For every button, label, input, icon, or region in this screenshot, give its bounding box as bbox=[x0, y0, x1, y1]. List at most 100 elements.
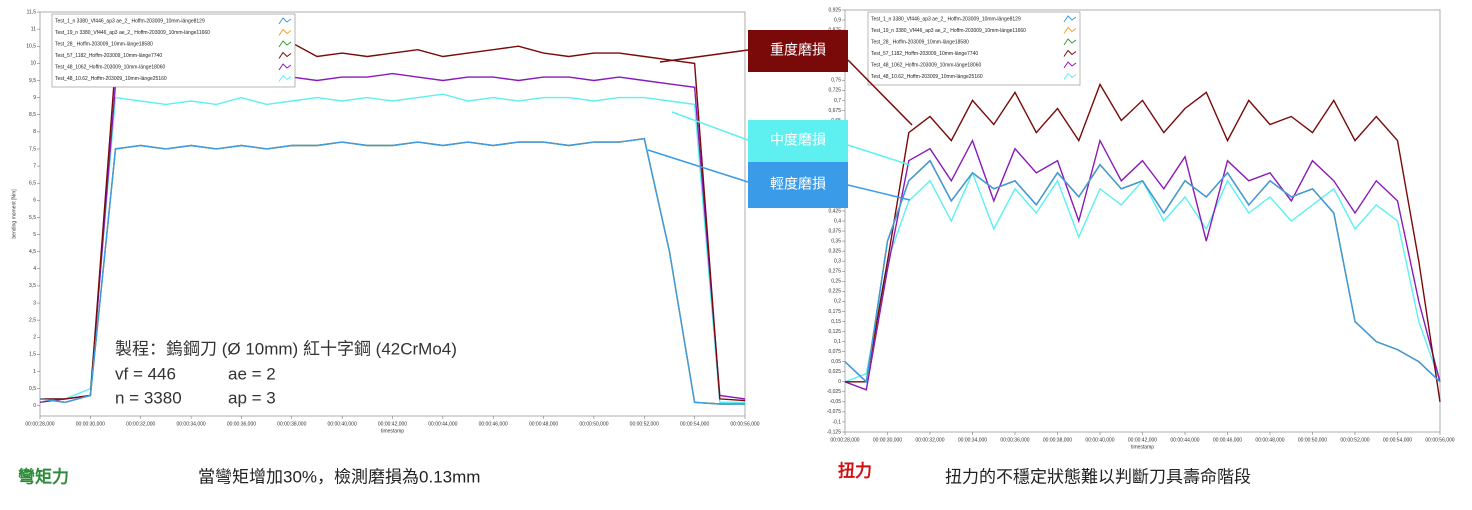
y-tick-label: 0,7 bbox=[834, 98, 841, 104]
x-tick-label: 00:00:36,000 bbox=[1000, 437, 1029, 443]
y-tick-label: 0,375 bbox=[828, 228, 841, 234]
process-text: ae = 2 bbox=[228, 364, 276, 383]
y-tick-label: 0,075 bbox=[828, 349, 841, 355]
legend-swatch bbox=[278, 28, 292, 36]
y-tick-label: 0,425 bbox=[828, 208, 841, 214]
legend-label: Test_48_10.62_Hoffm-203009_10mm-länge251… bbox=[55, 76, 167, 82]
y-tick-label: 0,35 bbox=[831, 238, 841, 244]
process-text: n = 3380 bbox=[115, 388, 182, 407]
x-tick-label: 00:00:52,000 bbox=[630, 421, 659, 427]
x-tick-label: 00:00:34,000 bbox=[958, 437, 987, 443]
y-tick-label: 0,2 bbox=[834, 299, 841, 305]
legend-label: Test_48_1062_Hoffm-203009_10mm-länge1806… bbox=[55, 64, 165, 70]
y-axis-label: bending moment [Nm] bbox=[11, 189, 17, 239]
x-tick-label: 00:00:52,000 bbox=[1340, 437, 1369, 443]
y-tick-label: 8 bbox=[33, 129, 36, 135]
legend-swatch bbox=[278, 51, 292, 59]
callout-box bbox=[748, 120, 848, 162]
y-tick-label: 9 bbox=[33, 95, 36, 101]
y-tick-label: 1,5 bbox=[29, 352, 36, 358]
y-tick-label: 0,175 bbox=[828, 309, 841, 315]
legend bbox=[51, 13, 296, 88]
series-line bbox=[39, 137, 745, 405]
x-tick-label: 00:00:42,000 bbox=[1128, 437, 1157, 443]
legend-label: Test_28_ Hoffm-203009_10mm-länge18580 bbox=[871, 39, 969, 45]
x-tick-label: 00:00:38,000 bbox=[1043, 437, 1072, 443]
process-text: vf = 446 bbox=[115, 364, 176, 383]
connector bbox=[847, 59, 913, 126]
y-tick-label: 0,15 bbox=[831, 319, 841, 325]
legend-swatch bbox=[1063, 26, 1077, 34]
connector bbox=[671, 111, 749, 141]
x-tick-label: 00:00:30,000 bbox=[76, 421, 105, 427]
x-tick-label: 00:00:40,000 bbox=[1085, 437, 1114, 443]
y-tick-label: 0,925 bbox=[828, 7, 841, 13]
legend-label: Test_57_1182_Hoffm-203009_10mm-länge7740 bbox=[871, 51, 978, 57]
y-tick-label: 0,9 bbox=[834, 17, 841, 23]
y-tick-label: -0,025 bbox=[827, 389, 841, 395]
connector bbox=[847, 184, 911, 201]
x-tick-label: 00:00:36,000 bbox=[227, 421, 256, 427]
y-tick-label: 6 bbox=[33, 198, 36, 204]
y-tick-label: 11 bbox=[31, 26, 36, 32]
x-tick-label: 00:00:50,000 bbox=[1298, 437, 1327, 443]
y-tick-label: 0,5 bbox=[29, 386, 36, 392]
y-tick-label: 5,5 bbox=[29, 215, 36, 221]
x-tick-label: 00:00:28,000 bbox=[25, 421, 54, 427]
y-tick-label: 10,5 bbox=[26, 44, 36, 50]
x-tick-label: 00:00:32,000 bbox=[915, 437, 944, 443]
x-tick-label: 00:00:46,000 bbox=[479, 421, 508, 427]
legend-swatch bbox=[278, 74, 292, 82]
y-tick-label: -0,075 bbox=[827, 409, 841, 415]
y-tick-label: 8,5 bbox=[29, 112, 36, 118]
legend bbox=[867, 11, 1081, 86]
y-tick-label: 0,1 bbox=[834, 339, 841, 345]
y-tick-label: 0 bbox=[33, 403, 36, 409]
x-tick-label: 00:00:34,000 bbox=[176, 421, 205, 427]
legend-swatch bbox=[1063, 72, 1077, 80]
legend-label: Test_1_n 3380_Vf446_ap3 ae_2_ Hoffm-2030… bbox=[871, 16, 1021, 22]
legend-swatch bbox=[278, 17, 292, 25]
y-tick-label: 7 bbox=[33, 163, 36, 169]
y-tick-label: 3,5 bbox=[29, 283, 36, 289]
series-line bbox=[844, 159, 1441, 384]
legend-label: Test_1_n 3380_Vf446_ap3 ae_2_ Hoffm-2030… bbox=[55, 18, 205, 24]
connector bbox=[659, 49, 749, 63]
caption-text: 扭力的不穩定狀態難以判斷刀具壽命階段 bbox=[945, 467, 1251, 486]
x-axis-label: timestamp bbox=[381, 428, 404, 434]
x-tick-label: 00:00:48,000 bbox=[1255, 437, 1284, 443]
legend-swatch bbox=[278, 40, 292, 48]
y-tick-label: 6,5 bbox=[29, 181, 36, 187]
y-tick-label: 1 bbox=[33, 369, 36, 375]
y-tick-label: 0,325 bbox=[828, 248, 841, 254]
x-tick-label: 00:00:44,000 bbox=[1170, 437, 1199, 443]
y-tick-label: 0,275 bbox=[828, 269, 841, 275]
y-tick-label: 2 bbox=[33, 335, 36, 341]
y-tick-label: -0,125 bbox=[827, 429, 841, 435]
series-line bbox=[845, 82, 1441, 403]
x-tick-label: 00:00:56,000 bbox=[1425, 437, 1454, 443]
callout: 輕度磨損 bbox=[770, 176, 826, 192]
callout: 重度磨損 bbox=[770, 42, 826, 58]
series-line bbox=[40, 93, 745, 403]
y-tick-label: 4 bbox=[33, 266, 36, 272]
y-tick-label: 0,3 bbox=[834, 259, 841, 265]
x-tick-label: 00:00:44,000 bbox=[428, 421, 457, 427]
caption-label: 彎矩力 bbox=[18, 466, 69, 486]
connector bbox=[847, 144, 911, 166]
x-tick-label: 00:00:50,000 bbox=[579, 421, 608, 427]
x-tick-label: 00:00:54,000 bbox=[680, 421, 709, 427]
y-tick-label: 0,725 bbox=[828, 88, 841, 94]
y-tick-label: 0,25 bbox=[831, 279, 841, 285]
x-tick-label: 00:00:42,000 bbox=[378, 421, 407, 427]
y-tick-label: 0,225 bbox=[828, 289, 841, 295]
legend-label: Test_48_1062_Hoffm-203009_10mm-länge1806… bbox=[871, 62, 981, 68]
caption-label: 扭力 bbox=[838, 460, 872, 480]
legend-swatch bbox=[1063, 61, 1077, 69]
y-tick-label: 0,675 bbox=[828, 108, 841, 114]
x-tick-label: 00:00:30,000 bbox=[873, 437, 902, 443]
y-tick-label: 0,75 bbox=[831, 78, 841, 84]
y-tick-label: 10 bbox=[30, 61, 36, 67]
connector bbox=[647, 149, 749, 183]
